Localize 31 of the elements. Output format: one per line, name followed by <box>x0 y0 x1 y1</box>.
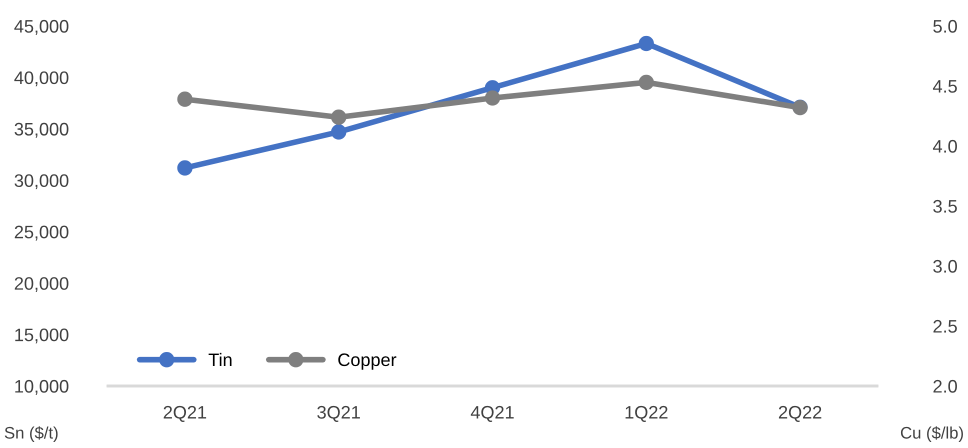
point <box>638 36 654 52</box>
point <box>484 90 500 106</box>
x-tick-label: 2Q21 <box>164 406 206 422</box>
point <box>177 92 193 107</box>
y2-tick-label: 4.0 <box>932 140 957 153</box>
y2-tick-label: 2.5 <box>933 320 957 333</box>
y-tick-label: 15,000 <box>15 328 68 344</box>
y2-tick-label: 3.5 <box>933 200 957 213</box>
x-tick-label: 4Q21 <box>470 406 514 422</box>
legend-label: Tin <box>208 352 232 366</box>
point <box>638 74 654 90</box>
y-tick-label: 30,000 <box>14 174 68 190</box>
y2-tick-label: 3.0 <box>933 260 957 273</box>
y2-axis-title: Cu ($/lb) <box>900 426 963 442</box>
x-tick-label: 3Q21 <box>317 406 360 422</box>
y2-tick-label: 5.0 <box>933 20 957 33</box>
y2-tick-label: 2.0 <box>933 380 957 393</box>
y-tick-label: 25,000 <box>14 226 68 241</box>
y2-tick-label: 4.5 <box>932 80 957 93</box>
x-tick-label: 2Q22 <box>778 406 822 422</box>
y-tick-label: 45,000 <box>14 20 68 35</box>
point <box>177 160 193 176</box>
point <box>331 124 346 140</box>
y-tick-label: 40,000 <box>14 71 68 86</box>
y-tick-label: 10,000 <box>15 380 68 395</box>
y-axis-title: Sn ($/t) <box>4 426 58 442</box>
legend-label: Copper <box>338 353 396 370</box>
point <box>331 110 346 125</box>
y-tick-label: 20,000 <box>14 277 68 292</box>
x-tick-label: 1Q22 <box>626 406 668 422</box>
y-tick-label: 35,000 <box>14 122 68 138</box>
